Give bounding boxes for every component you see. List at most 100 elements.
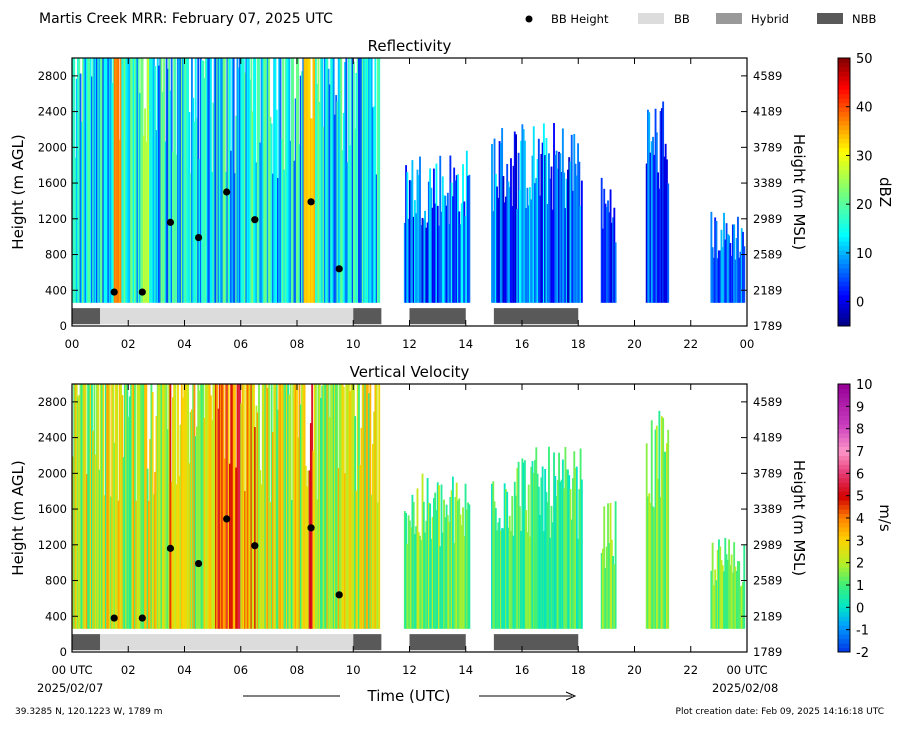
echo-column bbox=[174, 58, 177, 303]
echo-column bbox=[242, 58, 245, 303]
echo-column bbox=[140, 384, 143, 629]
colorbar-step bbox=[838, 227, 850, 233]
echo-column bbox=[122, 58, 125, 303]
echo-column bbox=[464, 215, 467, 303]
echo-column bbox=[89, 384, 92, 629]
echo-column bbox=[663, 156, 666, 303]
echo-column bbox=[280, 139, 283, 303]
echo-column bbox=[88, 384, 91, 629]
echo-column bbox=[429, 168, 432, 303]
echo-column bbox=[526, 187, 529, 303]
bb-height-point bbox=[166, 544, 175, 552]
echo-column bbox=[265, 384, 268, 629]
bb-segment-nbb bbox=[353, 308, 382, 325]
echo-column bbox=[504, 489, 507, 629]
echo-column bbox=[563, 172, 566, 303]
echo-column bbox=[454, 496, 457, 629]
creation-date-label: Plot creation date: Feb 09, 2025 14:16:1… bbox=[676, 707, 884, 717]
echo-column bbox=[570, 134, 573, 303]
colorbar-step bbox=[838, 89, 850, 95]
bb-height-point bbox=[223, 188, 231, 196]
echo-column bbox=[734, 566, 737, 629]
colorbar-step bbox=[838, 616, 850, 622]
echo-column bbox=[165, 58, 168, 303]
echo-column bbox=[106, 384, 109, 629]
echo-column bbox=[457, 500, 459, 629]
y-tick-label: 2400 bbox=[38, 431, 67, 445]
echo-column bbox=[341, 150, 344, 303]
echo-column bbox=[155, 415, 158, 629]
echo-column bbox=[541, 466, 544, 629]
echo-column bbox=[374, 384, 377, 629]
echo-column bbox=[503, 202, 506, 303]
echo-column bbox=[340, 384, 343, 629]
echo-column bbox=[542, 123, 545, 303]
echo-column bbox=[102, 58, 105, 303]
echo-column bbox=[410, 527, 413, 629]
echo-column bbox=[285, 58, 288, 303]
echo-column bbox=[226, 58, 229, 303]
echo-column bbox=[451, 196, 454, 303]
y-tick-label: 1200 bbox=[38, 212, 67, 226]
echo-column bbox=[163, 58, 165, 303]
colorbar-step bbox=[838, 629, 850, 635]
echo-column bbox=[662, 417, 665, 629]
echo-column bbox=[406, 172, 409, 303]
colorbar-step bbox=[838, 98, 850, 104]
echo-column bbox=[537, 138, 540, 303]
echo-column bbox=[194, 58, 197, 303]
echo-column bbox=[356, 384, 359, 629]
x-tick-label: 04 bbox=[177, 337, 192, 351]
echo-column bbox=[144, 384, 147, 629]
echo-column bbox=[270, 123, 273, 303]
echo-column bbox=[463, 201, 466, 303]
echo-column bbox=[444, 517, 447, 629]
colorbar-step bbox=[838, 585, 850, 590]
echo-column bbox=[517, 152, 520, 303]
echo-column bbox=[429, 503, 432, 629]
echo-column bbox=[72, 456, 74, 629]
echo-column bbox=[75, 384, 78, 629]
echo-column bbox=[252, 58, 255, 303]
echo-column bbox=[217, 58, 220, 303]
echo-column bbox=[283, 169, 286, 303]
colorbar-step bbox=[838, 522, 850, 528]
echo-column bbox=[368, 58, 371, 303]
echo-column bbox=[218, 58, 221, 303]
echo-column bbox=[331, 58, 334, 303]
echo-column bbox=[77, 58, 79, 303]
colorbar-step bbox=[838, 433, 850, 439]
echo-column bbox=[277, 409, 279, 629]
echo-column bbox=[244, 490, 246, 629]
echo-column bbox=[128, 58, 131, 303]
legend-label-bb-height: BB Height bbox=[551, 12, 609, 26]
echo-column bbox=[438, 225, 440, 303]
echo-column bbox=[414, 200, 416, 303]
colorbar-step bbox=[838, 62, 850, 68]
echo-column bbox=[266, 388, 269, 629]
echo-column bbox=[415, 213, 418, 303]
echo-column bbox=[539, 514, 542, 629]
echo-column bbox=[439, 155, 442, 303]
colorbar-step bbox=[838, 392, 850, 398]
echo-column bbox=[230, 384, 233, 629]
echo-column bbox=[405, 165, 408, 303]
echo-column bbox=[742, 582, 744, 629]
echo-column bbox=[605, 207, 608, 303]
colorbar-step bbox=[838, 544, 850, 550]
echo-column bbox=[122, 457, 125, 629]
echo-column bbox=[521, 458, 524, 629]
echo-column bbox=[664, 452, 667, 629]
echo-column bbox=[263, 384, 265, 629]
echo-column bbox=[450, 182, 453, 303]
echo-column bbox=[445, 504, 448, 629]
x-tick-label: 14 bbox=[458, 663, 473, 677]
colorbar-step bbox=[838, 312, 850, 318]
echo-column bbox=[508, 187, 511, 303]
echo-column bbox=[435, 163, 438, 303]
echo-column bbox=[327, 68, 330, 303]
echo-column bbox=[420, 225, 423, 303]
echo-column bbox=[525, 208, 528, 303]
echo-column bbox=[517, 461, 520, 629]
echo-column bbox=[252, 384, 255, 629]
